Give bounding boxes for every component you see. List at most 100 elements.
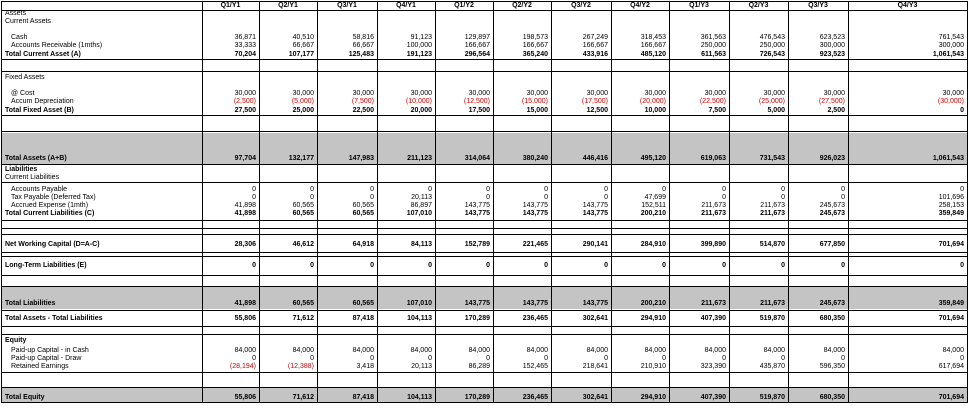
value-cell[interactable]: 166,667 bbox=[464, 42, 490, 49]
value-cell[interactable]: 64,918 bbox=[352, 241, 374, 248]
value-cell[interactable]: 365,240 bbox=[522, 51, 548, 58]
value-cell[interactable]: 20,113 bbox=[411, 194, 432, 201]
value-cell[interactable]: 86,289 bbox=[468, 363, 490, 370]
value-cell[interactable]: 143,775 bbox=[464, 202, 490, 209]
value-cell[interactable]: 258,153 bbox=[938, 202, 964, 209]
value-cell[interactable]: 0 bbox=[370, 355, 374, 362]
value-cell[interactable]: 91,123 bbox=[410, 34, 432, 41]
value-cell[interactable]: 30,000 bbox=[292, 90, 314, 97]
value-cell[interactable]: 0 bbox=[604, 355, 608, 362]
value-cell[interactable]: 519,870 bbox=[759, 394, 785, 401]
value-cell[interactable]: 0 bbox=[662, 186, 666, 193]
value-cell[interactable]: 485,120 bbox=[640, 51, 666, 58]
value-cell[interactable]: 143,775 bbox=[582, 210, 608, 217]
value-cell[interactable]: 245,673 bbox=[819, 202, 845, 209]
value-cell[interactable]: 0 bbox=[544, 262, 548, 269]
value-cell[interactable]: 0 bbox=[310, 262, 314, 269]
value-cell[interactable]: 0 bbox=[841, 262, 845, 269]
value-cell[interactable]: 152,465 bbox=[522, 363, 548, 370]
value-cell[interactable]: 399,890 bbox=[700, 241, 726, 248]
value-cell[interactable]: 30,000 bbox=[410, 90, 432, 97]
value-cell[interactable]: 0 bbox=[428, 186, 432, 193]
value-cell[interactable]: 147,983 bbox=[348, 155, 374, 162]
value-cell[interactable]: 107,010 bbox=[406, 300, 432, 307]
value-cell[interactable]: 302,641 bbox=[582, 315, 608, 322]
value-cell[interactable]: (7,500) bbox=[351, 98, 374, 105]
value-cell[interactable]: 46,612 bbox=[292, 241, 314, 248]
value-cell[interactable]: 12,500 bbox=[586, 107, 608, 114]
value-cell[interactable]: 0 bbox=[781, 194, 785, 201]
value-cell[interactable]: 70,204 bbox=[234, 51, 256, 58]
value-cell[interactable]: 0 bbox=[544, 355, 548, 362]
value-cell[interactable]: 10,000 bbox=[644, 107, 666, 114]
value-cell[interactable]: 30,000 bbox=[644, 90, 666, 97]
value-cell[interactable]: 302,641 bbox=[582, 394, 608, 401]
value-cell[interactable]: 290,141 bbox=[582, 241, 608, 248]
value-cell[interactable]: 0 bbox=[960, 107, 964, 114]
value-cell[interactable]: 0 bbox=[252, 194, 256, 201]
value-cell[interactable]: 0 bbox=[370, 194, 374, 201]
value-cell[interactable]: 60,565 bbox=[292, 210, 314, 217]
value-cell[interactable]: 0 bbox=[428, 355, 432, 362]
value-cell[interactable]: 300,000 bbox=[938, 42, 964, 49]
value-cell[interactable]: 84,000 bbox=[352, 347, 374, 354]
value-cell[interactable]: 0 bbox=[310, 194, 314, 201]
value-cell[interactable]: 0 bbox=[841, 355, 845, 362]
value-cell[interactable]: 41,898 bbox=[234, 202, 256, 209]
value-cell[interactable]: 84,000 bbox=[586, 347, 608, 354]
value-cell[interactable]: 84,000 bbox=[942, 347, 964, 354]
value-cell[interactable]: 132,177 bbox=[288, 155, 314, 162]
value-cell[interactable]: 60,565 bbox=[352, 300, 374, 307]
value-cell[interactable]: 761,543 bbox=[938, 34, 964, 41]
value-cell[interactable]: (2,500) bbox=[233, 98, 256, 105]
value-cell[interactable]: 41,898 bbox=[234, 210, 256, 217]
value-cell[interactable]: (12,500) bbox=[463, 98, 490, 105]
value-cell[interactable]: 152,789 bbox=[464, 241, 490, 248]
value-cell[interactable]: 617,694 bbox=[938, 363, 964, 370]
value-cell[interactable]: 60,565 bbox=[292, 300, 314, 307]
value-cell[interactable]: 0 bbox=[722, 186, 726, 193]
value-cell[interactable]: 143,775 bbox=[464, 210, 490, 217]
value-cell[interactable]: 84,000 bbox=[823, 347, 845, 354]
value-cell[interactable]: 380,240 bbox=[522, 155, 548, 162]
value-cell[interactable]: 323,390 bbox=[700, 363, 726, 370]
value-cell[interactable]: 245,673 bbox=[819, 300, 845, 307]
value-cell[interactable]: 2,500 bbox=[827, 107, 845, 114]
value-cell[interactable]: 211,673 bbox=[760, 202, 785, 209]
value-cell[interactable]: 221,465 bbox=[522, 241, 548, 248]
value-cell[interactable]: 245,673 bbox=[819, 210, 845, 217]
value-cell[interactable]: 191,123 bbox=[406, 51, 432, 58]
value-cell[interactable]: 28,306 bbox=[234, 241, 256, 248]
value-cell[interactable]: 0 bbox=[722, 262, 726, 269]
value-cell[interactable]: 294,910 bbox=[640, 315, 666, 322]
value-cell[interactable]: 433,916 bbox=[582, 51, 608, 58]
value-cell[interactable]: 84,000 bbox=[763, 347, 785, 354]
value-cell[interactable]: 107,010 bbox=[406, 210, 432, 217]
value-cell[interactable]: 104,113 bbox=[407, 394, 432, 401]
value-cell[interactable]: 0 bbox=[544, 194, 548, 201]
value-cell[interactable]: 701,694 bbox=[938, 241, 964, 248]
value-cell[interactable]: 0 bbox=[604, 262, 608, 269]
value-cell[interactable]: 0 bbox=[428, 262, 432, 269]
value-cell[interactable]: (17,500) bbox=[581, 98, 608, 105]
value-cell[interactable]: 0 bbox=[370, 262, 374, 269]
value-cell[interactable]: 680,350 bbox=[819, 315, 845, 322]
value-cell[interactable]: 60,565 bbox=[352, 210, 374, 217]
value-cell[interactable]: 30,000 bbox=[468, 90, 490, 97]
value-cell[interactable]: 701,694 bbox=[938, 394, 964, 401]
value-cell[interactable]: (28,194) bbox=[229, 363, 256, 370]
value-cell[interactable]: 30,000 bbox=[526, 90, 548, 97]
value-cell[interactable]: 0 bbox=[662, 262, 666, 269]
value-cell[interactable]: (22,500) bbox=[699, 98, 726, 105]
value-cell[interactable]: 731,543 bbox=[759, 155, 785, 162]
value-cell[interactable]: 66,667 bbox=[292, 42, 314, 49]
value-cell[interactable]: 86,897 bbox=[410, 202, 432, 209]
value-cell[interactable]: 0 bbox=[252, 186, 256, 193]
value-cell[interactable]: 30,000 bbox=[704, 90, 726, 97]
value-cell[interactable]: 0 bbox=[310, 186, 314, 193]
value-cell[interactable]: 300,000 bbox=[819, 42, 845, 49]
value-cell[interactable]: (25,000) bbox=[758, 98, 785, 105]
value-cell[interactable]: 5,000 bbox=[767, 107, 785, 114]
value-cell[interactable]: 0 bbox=[252, 355, 256, 362]
value-cell[interactable]: 680,350 bbox=[819, 394, 845, 401]
